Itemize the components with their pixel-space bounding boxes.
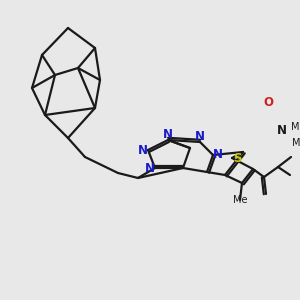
Text: N: N xyxy=(195,130,205,143)
Text: N: N xyxy=(138,143,148,157)
Text: N: N xyxy=(145,161,155,175)
Text: Me: Me xyxy=(291,122,300,132)
Text: N: N xyxy=(163,128,173,142)
Text: N: N xyxy=(277,124,287,137)
Text: Me: Me xyxy=(292,138,300,148)
Text: Me: Me xyxy=(233,195,247,205)
Text: O: O xyxy=(263,95,273,109)
Text: N: N xyxy=(213,148,223,161)
Text: S: S xyxy=(233,152,241,164)
